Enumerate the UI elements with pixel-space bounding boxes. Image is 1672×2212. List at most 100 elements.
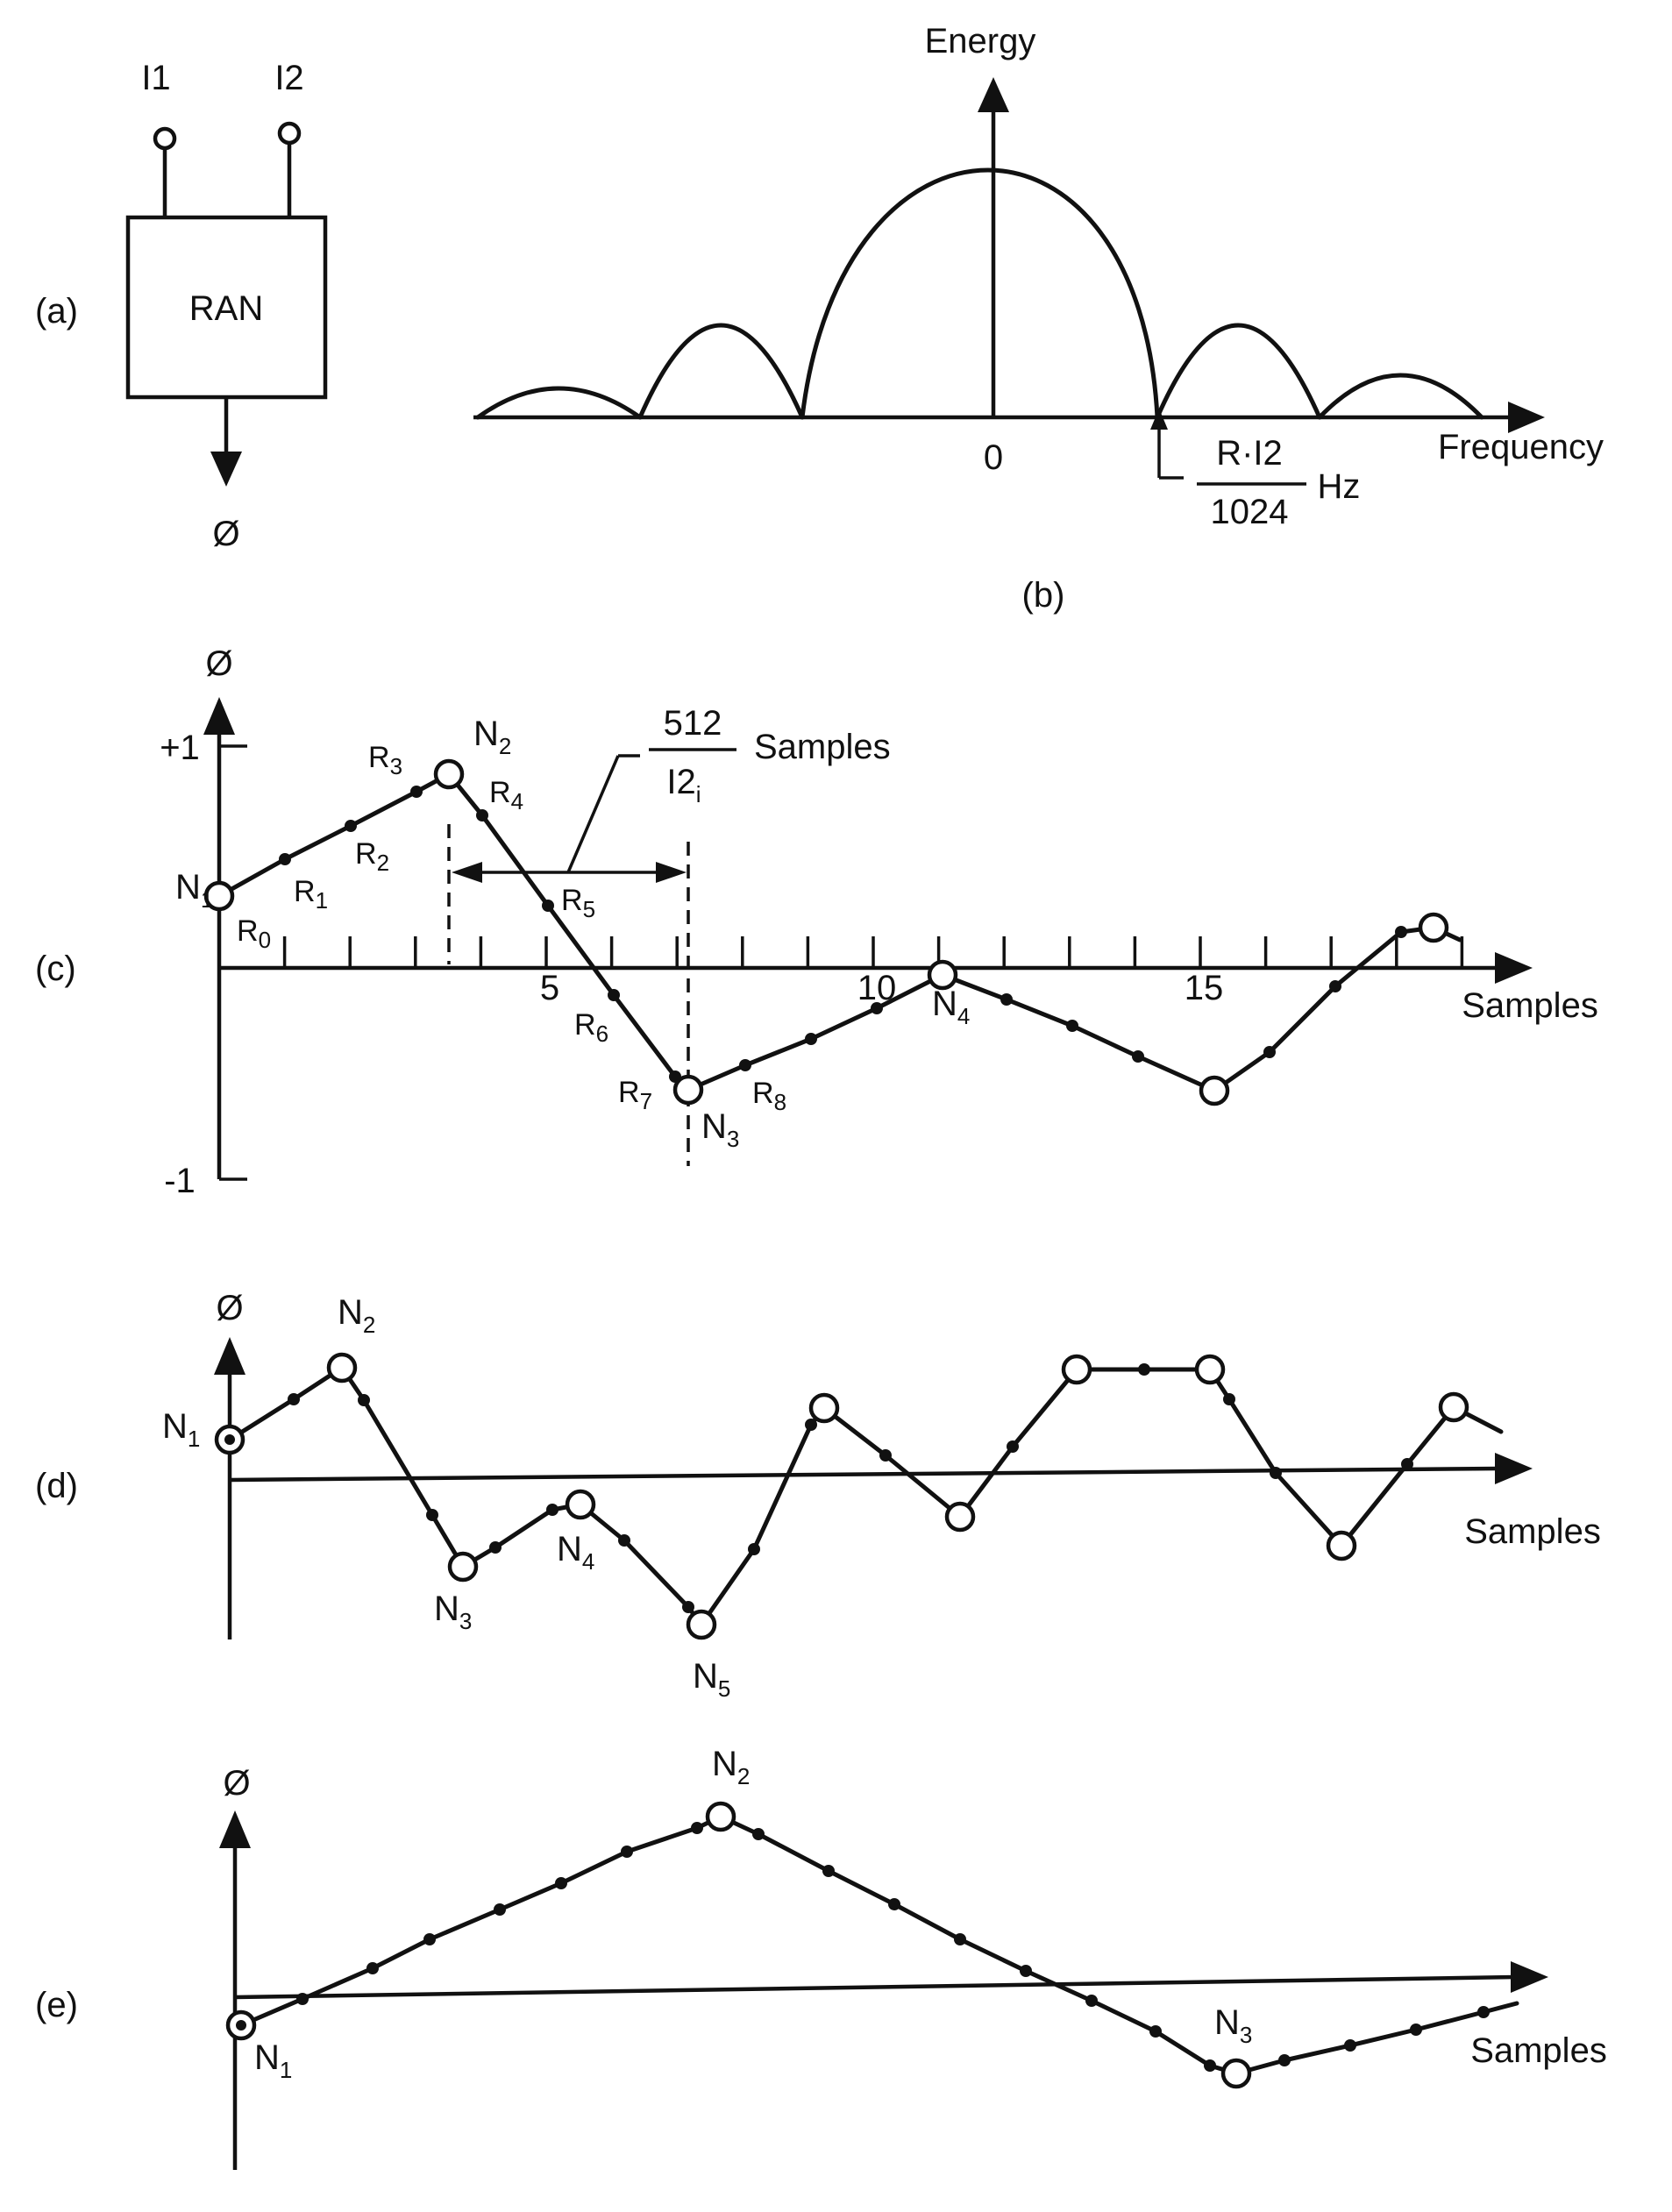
c-sample-dot-0 [279, 853, 291, 865]
panel-e-node-label-3: N3 [1214, 2003, 1252, 2048]
panel-c-r-label-6: R6 [574, 1008, 608, 1047]
panel-c-x-ticks [282, 936, 1464, 968]
d-node-10 [1438, 1391, 1469, 1423]
panel-e-y-axis-arrow-icon [219, 1810, 251, 1848]
panel-e-y-axis-label: Ø [223, 1764, 250, 1803]
panel-c-interval-leader [566, 755, 620, 873]
c-sample-dot-11 [1066, 1020, 1078, 1032]
e-sample-dot-15 [1278, 2054, 1291, 2066]
marker-denominator: 1024 [1211, 493, 1289, 531]
panel-c-node-label-4: N4 [932, 985, 970, 1029]
d-sample-dot-14 [1401, 1458, 1413, 1470]
d-sample-dot-10 [1007, 1440, 1019, 1453]
panel-c: (c) Ø +1 -1 5 10 15 Samples 512 I2i Samp… [35, 644, 1598, 1200]
panel-b-label: (b) [1022, 576, 1065, 615]
d-node-2 [447, 1551, 479, 1583]
panel-c-sample-dots [279, 786, 1407, 1083]
c-sample-dot-15 [1395, 926, 1407, 938]
d-node-8 [1194, 1354, 1226, 1385]
d-node-7 [1061, 1354, 1092, 1385]
c-node-0 [203, 880, 235, 912]
panel-d-node-label-5: N5 [693, 1657, 730, 1702]
panel-c-r-label-8: R8 [752, 1077, 786, 1115]
panel-c-r-label-3: R3 [368, 741, 402, 779]
c-sample-dot-2 [410, 786, 423, 798]
e-sample-dot-5 [621, 1846, 633, 1858]
origin-label: 0 [984, 438, 1003, 477]
e-sample-dot-11 [1020, 1965, 1032, 1977]
energy-axis-arrow-icon [978, 77, 1009, 112]
panel-c-r-label-1: R1 [294, 875, 328, 914]
panel-c-x-axis-arrow-icon [1495, 952, 1533, 984]
panel-c-interval-unit: Samples [754, 728, 891, 766]
panel-e: (e) Ø Samples N1 N2 N3 [35, 1745, 1607, 2170]
energy-axis-label: Energy [925, 22, 1036, 60]
e-sample-dot-1 [366, 1962, 379, 1974]
e-sample-dot-7 [752, 1828, 765, 1840]
panel-c-waveform [217, 772, 1462, 1093]
marker-unit: Hz [1318, 467, 1361, 506]
main-lobe [800, 167, 1160, 420]
d-node-6 [944, 1501, 976, 1533]
panel-c-tick-label-5: 5 [540, 969, 559, 1007]
panel-e-node-label-2: N2 [712, 1745, 750, 1789]
e-sample-dot-3 [494, 1903, 506, 1916]
panel-c-interval-denominator: I2i [666, 763, 701, 807]
panel-c-interval-arrow-right-icon [656, 862, 687, 883]
frequency-axis-arrow-icon [1508, 402, 1545, 433]
d-sample-dot-11 [1138, 1363, 1150, 1376]
d-node-1 [326, 1352, 358, 1383]
c-sample-dot-10 [1000, 993, 1013, 1006]
c-node-2 [672, 1074, 704, 1106]
c-sample-dot-14 [1329, 980, 1341, 992]
panel-d-waveform [227, 1365, 1504, 1627]
panel-a-label: (a) [35, 292, 78, 331]
d-node-center-0 [224, 1434, 235, 1445]
panel-d-x-axis-arrow-icon [1495, 1453, 1533, 1484]
panel-d: (d) Ø Samples N1 N2 N3 N4 N5 [35, 1289, 1601, 1702]
input2-terminal [277, 121, 302, 146]
panel-e-label: (e) [35, 1986, 78, 2024]
output-arrow-icon [210, 452, 242, 487]
panel-c-label: (c) [35, 950, 76, 988]
d-sample-dot-7 [748, 1543, 760, 1555]
panel-d-x-axis [229, 1466, 1500, 1483]
panel-c-y-axis-arrow-icon [203, 697, 235, 735]
e-sample-dot-0 [296, 1993, 309, 2005]
panel-e-x-axis-label: Samples [1470, 2031, 1607, 2070]
panel-d-label: (d) [35, 1467, 78, 1505]
panel-d-y-axis-arrow-icon [214, 1337, 245, 1375]
c-sample-dot-3 [476, 809, 488, 821]
panel-c-y-top-label: +1 [160, 729, 200, 767]
panel-c-r-label-7: R7 [618, 1076, 652, 1114]
panel-d-y-axis-label: Ø [216, 1289, 243, 1327]
e-sample-dot-16 [1344, 2039, 1356, 2052]
d-node-3 [565, 1489, 596, 1520]
c-sample-dot-12 [1132, 1050, 1144, 1063]
e-sample-dot-4 [555, 1877, 567, 1889]
panel-d-node-label-3: N3 [434, 1590, 472, 1634]
e-node-1 [705, 1801, 736, 1832]
e-sample-dot-10 [954, 1933, 966, 1945]
panel-c-y-axis-label: Ø [205, 644, 232, 683]
panel-e-sample-dots [296, 1822, 1490, 2072]
e-sample-dot-2 [423, 1933, 436, 1945]
c-node-3 [927, 959, 958, 991]
input2-label: I2 [274, 59, 303, 97]
output-label: Ø [212, 515, 239, 553]
panel-c-tick-label-15: 15 [1185, 969, 1224, 1007]
panel-c-r-label-2: R2 [355, 837, 389, 876]
side-lobe-left-2 [637, 323, 805, 420]
d-sample-dot-12 [1223, 1393, 1235, 1405]
d-sample-dot-5 [618, 1534, 630, 1547]
side-lobe-right-2 [1155, 323, 1322, 420]
input1-terminal [153, 126, 177, 151]
d-sample-dot-4 [546, 1504, 559, 1516]
panel-c-r-label-0: R0 [237, 914, 271, 953]
panel-a: (a) RAN I1 I2 Ø [35, 59, 328, 553]
panel-c-node-label-3: N3 [701, 1107, 739, 1152]
panel-d-node-label-1: N1 [162, 1407, 200, 1452]
marker-arrow-icon [1150, 409, 1168, 430]
e-sample-dot-8 [822, 1865, 835, 1877]
c-sample-dot-8 [805, 1033, 817, 1045]
